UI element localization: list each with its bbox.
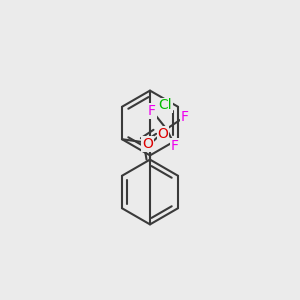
Text: F: F bbox=[148, 104, 156, 118]
Text: F: F bbox=[171, 139, 179, 152]
Text: O: O bbox=[157, 127, 168, 141]
Text: F: F bbox=[181, 110, 188, 124]
Text: O: O bbox=[142, 137, 153, 151]
Text: Cl: Cl bbox=[159, 98, 172, 112]
